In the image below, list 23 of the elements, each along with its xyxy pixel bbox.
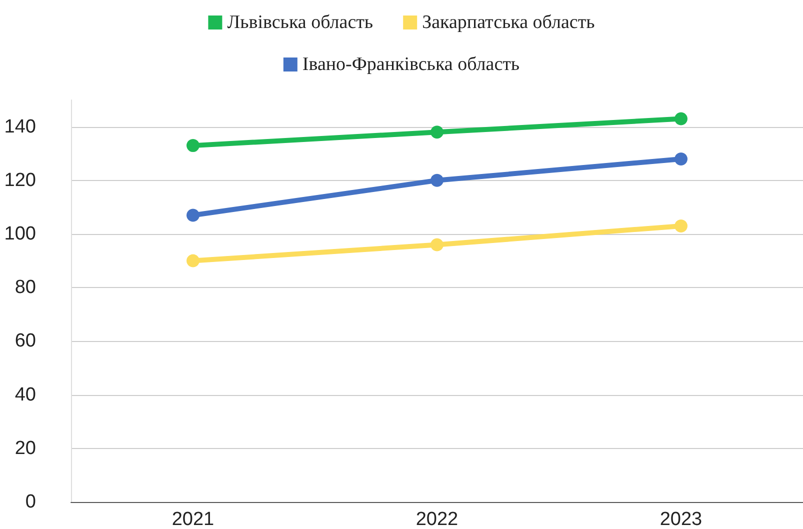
y-tick-label: 0: [25, 492, 36, 512]
y-tick-label: 20: [14, 438, 36, 459]
point: [674, 112, 688, 126]
legend-label: Львівська область: [227, 12, 374, 33]
point: [674, 152, 688, 166]
y-tick-label: 80: [14, 277, 36, 298]
y-tick-label: 100: [4, 224, 36, 244]
y-tick-label: 120: [4, 170, 36, 191]
y-tick-label: 40: [14, 384, 36, 406]
legend-label: Івано-Франківська область: [302, 54, 520, 75]
point: [186, 208, 200, 222]
x-tick-label: 2022: [416, 509, 458, 529]
point: [430, 126, 444, 139]
y-tick-label: 60: [14, 330, 36, 352]
point: [430, 174, 444, 187]
point: [430, 238, 444, 252]
y-tick-label: 140: [4, 116, 36, 138]
point: [186, 254, 200, 268]
x-tick-label: 2021: [172, 509, 214, 529]
point: [674, 219, 688, 232]
legend-label: Закарпатська область: [422, 12, 596, 33]
x-tick-label: 2023: [660, 509, 702, 529]
point: [186, 139, 200, 152]
